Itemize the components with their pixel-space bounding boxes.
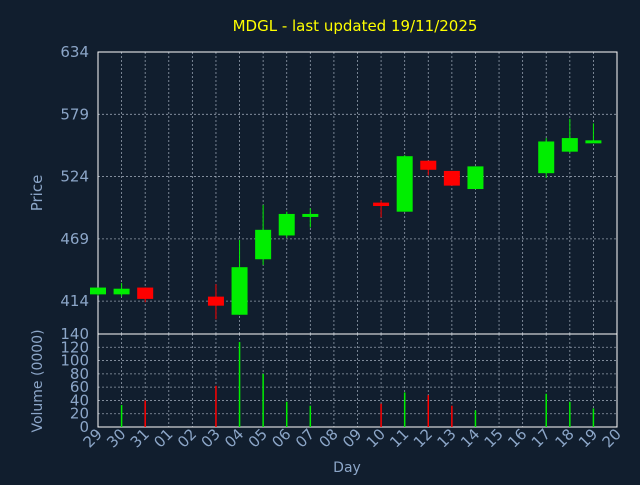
x-tick-label: 12 bbox=[410, 425, 436, 451]
volume-bar bbox=[403, 392, 406, 427]
volume-tick-label: 120 bbox=[60, 338, 89, 356]
x-tick-label: 01 bbox=[150, 425, 176, 451]
price-tick-label: 634 bbox=[60, 43, 89, 61]
volume-tick-label: 0 bbox=[79, 418, 89, 436]
x-tick-label: 17 bbox=[528, 425, 554, 451]
volume-frame bbox=[97, 333, 618, 428]
x-tick-label: 02 bbox=[174, 425, 200, 451]
volume-bar bbox=[120, 405, 123, 427]
x-tick-label: 03 bbox=[198, 425, 224, 451]
x-tick-label: 08 bbox=[316, 425, 342, 451]
candle-body bbox=[207, 296, 224, 306]
x-tick-label: 30 bbox=[103, 425, 129, 451]
candle-body bbox=[137, 287, 154, 299]
candle-body bbox=[373, 202, 390, 207]
x-tick-label: 10 bbox=[363, 425, 389, 451]
chart-title: MDGL - last updated 19/11/2025 bbox=[233, 17, 478, 35]
volume-tick-label: 100 bbox=[60, 352, 89, 370]
volume-bar bbox=[451, 405, 453, 427]
volume-bar bbox=[427, 395, 430, 427]
price-tick-label: 469 bbox=[60, 230, 89, 248]
x-tick-label: 15 bbox=[481, 425, 507, 451]
x-tick-label: 05 bbox=[245, 425, 271, 451]
candle-body bbox=[467, 166, 484, 190]
candle-body bbox=[231, 267, 248, 315]
volume-axis-label: Volume (0000) bbox=[30, 329, 46, 432]
volume-tick-label: 140 bbox=[60, 325, 89, 343]
volume-bar bbox=[238, 341, 241, 427]
price-axis-label: Price bbox=[28, 175, 46, 212]
x-tick-label: 20 bbox=[599, 425, 625, 451]
volume-bar bbox=[144, 400, 146, 427]
x-tick-label: 13 bbox=[433, 425, 459, 451]
volume-bar bbox=[569, 401, 571, 427]
volume-bar bbox=[592, 408, 595, 427]
volume-tick-label: 40 bbox=[70, 391, 89, 409]
candle-body bbox=[90, 287, 106, 295]
price-tick-label: 579 bbox=[60, 105, 89, 123]
x-tick-label: 16 bbox=[504, 425, 530, 451]
candle-body bbox=[302, 213, 319, 217]
volume-bar bbox=[545, 393, 547, 427]
volume-bar bbox=[309, 405, 312, 427]
price-tick-label: 414 bbox=[60, 292, 89, 310]
x-tick-label: 04 bbox=[221, 425, 247, 451]
volume-tick-label: 20 bbox=[70, 405, 89, 423]
candle-body bbox=[420, 160, 437, 170]
x-tick-label: 06 bbox=[268, 425, 294, 451]
volume-tick-label: 60 bbox=[70, 378, 89, 396]
candle-body bbox=[585, 140, 602, 144]
x-tick-labels: 2930310102030405060708091011121314151617… bbox=[80, 425, 625, 451]
candle-body bbox=[278, 213, 295, 236]
volume-bar bbox=[285, 401, 288, 427]
volume-bar bbox=[262, 373, 264, 427]
candle-body bbox=[538, 141, 555, 174]
volume-bar bbox=[380, 403, 382, 427]
candle-body bbox=[561, 138, 578, 152]
volume-bar bbox=[474, 410, 477, 427]
x-tick-label: 11 bbox=[386, 425, 412, 451]
x-tick-label: 18 bbox=[551, 425, 577, 451]
x-tick-label: 31 bbox=[127, 425, 153, 451]
volume-bar bbox=[215, 385, 217, 427]
candle-body bbox=[443, 170, 460, 186]
candle-body bbox=[396, 156, 413, 212]
x-tick-label: 14 bbox=[457, 425, 483, 451]
candle-body bbox=[255, 229, 272, 260]
volume-tick-label: 80 bbox=[70, 365, 89, 383]
x-tick-label: 19 bbox=[575, 425, 601, 451]
price-tick-label: 524 bbox=[60, 168, 89, 186]
price-panel: 414 469 524 579 634 bbox=[60, 43, 618, 335]
candle-body bbox=[113, 288, 130, 295]
day-axis-label: Day bbox=[333, 460, 361, 476]
x-tick-label: 09 bbox=[339, 425, 365, 451]
x-tick-label: 07 bbox=[292, 425, 318, 451]
